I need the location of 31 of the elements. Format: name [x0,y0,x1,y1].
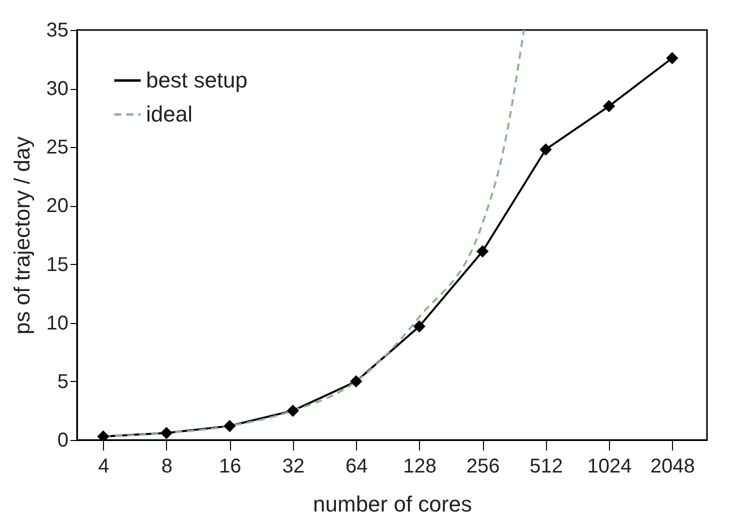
point [286,404,300,417]
y-tick-label: 20 [46,195,68,218]
point [476,245,489,258]
point [666,52,678,64]
x-tick-label: 8 [161,456,173,478]
x-tick-label: 256 [466,456,500,478]
legend-label: ideal [146,102,192,126]
legend-label: best setup [146,68,248,92]
x-tick-label: 1024 [587,456,632,478]
y-tick-label: 5 [57,370,68,393]
x-tick-label: 4 [98,456,110,478]
point [540,143,552,156]
y-tick-label: 35 [46,20,68,42]
y-tick-label: 0 [57,430,68,452]
y-axis-title: ps of trajectory / day [9,136,34,335]
x-tick-label: 64 [345,456,368,478]
point [160,426,173,440]
y-tick-label: 15 [46,254,68,276]
point [350,375,362,388]
y-tick-label: 25 [46,136,68,159]
y-tick-label: 10 [46,312,68,334]
x-tick-label: 2048 [650,456,695,478]
x-tick-label: 32 [282,456,305,478]
x-tick-label: 128 [403,456,437,478]
point [413,320,426,332]
x-axis-title: number of cores [313,492,472,516]
x-tick-label: 16 [219,456,242,478]
point [602,100,616,112]
point [224,420,236,432]
y-tick-label: 30 [46,78,68,100]
x-tick-label: 512 [530,456,563,478]
